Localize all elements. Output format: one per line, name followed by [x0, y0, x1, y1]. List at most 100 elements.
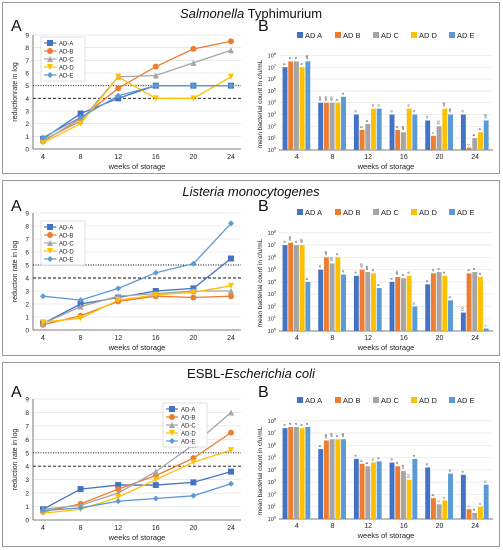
bar-ad-c: [400, 471, 406, 519]
legend-marker: [47, 248, 53, 254]
y-tick-exponent: 8: [274, 51, 277, 56]
data-point-ad-e: [190, 260, 197, 267]
y-tick-exponent: 1: [274, 134, 277, 139]
y-tick-label: 102: [268, 302, 277, 311]
x-axis-label: weeks of storage: [357, 531, 415, 540]
bar-ad-a: [282, 67, 288, 150]
x-tick-label: 12: [364, 154, 372, 161]
panel-title: Salmonella Typhimurium: [3, 6, 499, 21]
bar-ad-e: [341, 96, 346, 150]
legend-label: AD C: [381, 31, 400, 40]
x-tick-label: 24: [227, 154, 235, 161]
legend-swatch: [297, 32, 303, 38]
bar-label: a: [281, 423, 286, 426]
y-axis-label: mean bacterial count in cfu/mL: [257, 238, 264, 327]
x-tick-label: 24: [471, 335, 479, 342]
legend-marker: [47, 232, 53, 238]
bar-ad-c: [365, 466, 371, 519]
bar-ad-b: [288, 242, 294, 331]
data-point-ad-b: [115, 85, 122, 92]
bar-label: a: [471, 267, 476, 270]
y-tick-label: 6: [25, 71, 29, 78]
bar-label: ab: [329, 96, 334, 101]
x-axis-label: weeks of storage: [357, 162, 415, 171]
legend-marker: [169, 422, 175, 428]
bar-label: ab: [483, 113, 488, 118]
bar-ad-b: [466, 273, 472, 331]
data-point-ad-d: [40, 139, 46, 146]
y-tick-label: 6: [25, 437, 29, 444]
bar-label: a: [411, 454, 416, 457]
legend-label: AD-D: [59, 65, 74, 71]
y-tick-label: 5: [25, 263, 29, 270]
legend-marker: [47, 64, 53, 70]
panel-title-part: Escherichia coli: [224, 366, 315, 381]
legend-marker: [169, 438, 175, 444]
data-point-ad-e: [40, 507, 46, 514]
y-tick-label: 103: [268, 478, 277, 487]
y-tick-exponent: 4: [274, 277, 277, 282]
bar-ad-a: [318, 449, 324, 519]
bar-ad-c: [365, 272, 371, 331]
bar-label: a: [334, 434, 339, 437]
legend-marker: [47, 224, 53, 230]
x-tick-label: 8: [79, 154, 83, 161]
data-point-ad-b: [190, 45, 197, 52]
bar-ad-e: [448, 300, 453, 331]
bar-ad-d: [478, 132, 483, 150]
bar-label: a: [353, 454, 358, 457]
legend-swatch: [373, 397, 379, 403]
data-point-ad-d: [190, 95, 197, 102]
bar-ad-a: [353, 458, 359, 519]
bar-ad-a: [353, 114, 359, 150]
bar-label: a: [299, 423, 304, 426]
legend-label: AD-A: [59, 225, 73, 231]
legend: AD-A AD-B AD-C AD-D AD-E: [40, 220, 86, 266]
y-axis-label: reduction rate in log: [12, 429, 19, 491]
y-tick-label: 1: [25, 504, 29, 511]
bar-label: a: [388, 458, 393, 461]
bar-ad-e: [305, 281, 311, 331]
bar-ad-b: [395, 466, 401, 519]
x-tick-label: 8: [331, 523, 335, 530]
bar-ad-c: [400, 132, 406, 150]
bar-label: a: [400, 273, 405, 276]
bar-ad-a: [282, 245, 288, 331]
y-tick-label: 9: [25, 397, 29, 404]
data-point-ad-d: [77, 120, 84, 127]
data-point-ad-e: [115, 498, 122, 505]
bar-ad-b: [430, 135, 436, 150]
listeria-panel: Listeria monocytogenes A 0 1 2 3 4 5 6 7 8 9 4 8 12 16…: [2, 180, 500, 356]
series-line-ad-b: [42, 295, 232, 326]
data-point-ad-d: [115, 297, 122, 304]
y-tick-label: 2: [25, 302, 29, 309]
x-tick-label: 16: [400, 154, 408, 161]
bar-ad-b: [288, 426, 294, 519]
bar-label: a: [424, 462, 429, 465]
bar-label: a: [293, 240, 298, 243]
bar-ad-e: [341, 439, 346, 519]
y-tick-exponent: 3: [274, 290, 277, 295]
legend-swatch: [411, 397, 417, 403]
bar-ad-e: [341, 274, 346, 331]
bar-label: ab: [304, 54, 309, 59]
legend-marker: [47, 72, 53, 78]
x-tick-label: 4: [41, 335, 45, 342]
bar-label: ab: [323, 433, 328, 438]
bar-ad-d: [335, 439, 341, 519]
y-tick-label: 103: [268, 290, 277, 299]
bar-label: a: [293, 56, 298, 59]
legend: AD A AD B AD C AD D AD E: [297, 31, 475, 40]
bar-ad-a: [425, 284, 431, 331]
bar-label: bc: [460, 306, 465, 310]
bar-label: b: [376, 456, 381, 459]
x-tick-label: 12: [114, 154, 122, 161]
bar-label: b: [281, 62, 286, 65]
bar-label: ab: [441, 101, 446, 106]
bar-label: ab: [299, 238, 304, 243]
data-point-ad-e: [152, 269, 159, 276]
panel-title-part: Salmonella: [179, 6, 245, 21]
data-point-ad-d: [152, 291, 159, 298]
x-tick-label: 4: [295, 154, 299, 161]
